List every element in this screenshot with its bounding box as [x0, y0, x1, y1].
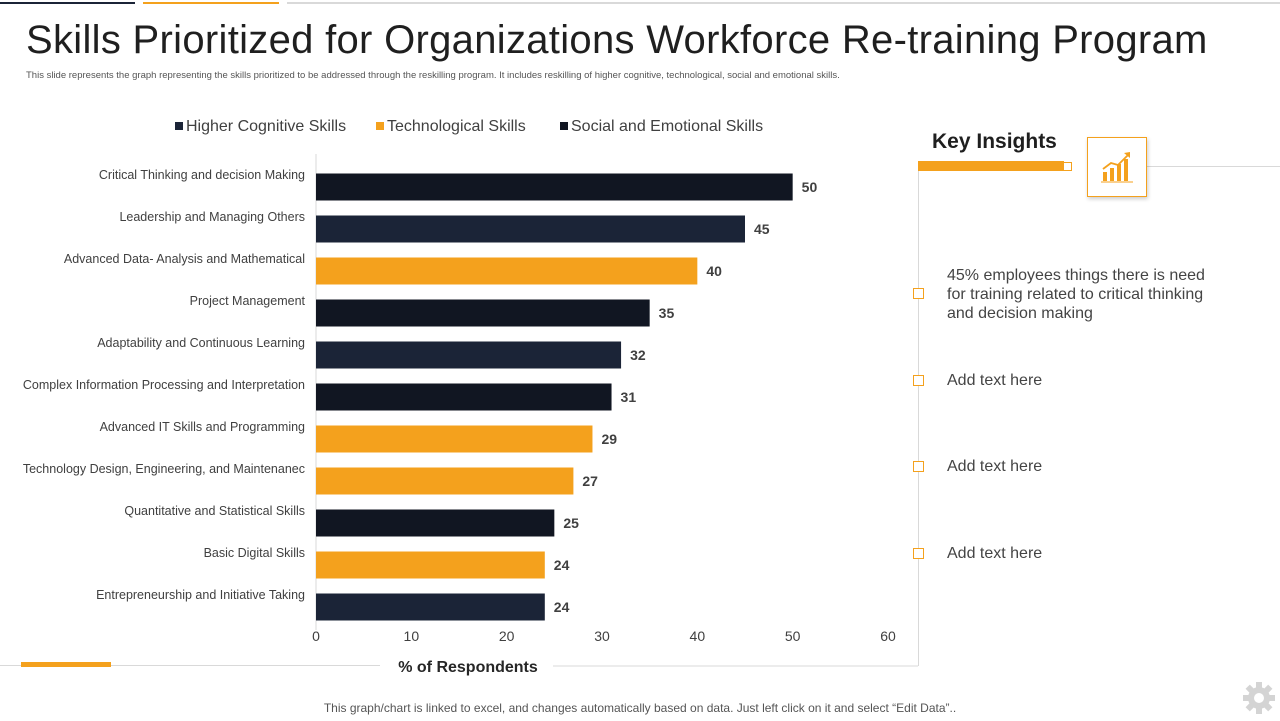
- insight-text-1: 45% employees things there is need for t…: [947, 267, 1205, 322]
- insight-marker-3: [913, 461, 924, 472]
- insight-text-2[interactable]: Add text here: [947, 372, 1043, 389]
- insight-marker-1: [913, 288, 924, 299]
- category-label: Technology Design, Engineering, and Main…: [23, 462, 305, 476]
- bar[interactable]: [316, 257, 698, 285]
- category-label: Project Management: [190, 294, 306, 308]
- bottom-divider-line: [0, 665, 380, 666]
- bar[interactable]: [316, 593, 545, 621]
- category-label: Critical Thinking and decision Making: [99, 168, 305, 182]
- insights-panel-divider: [918, 166, 919, 666]
- gear-icon[interactable]: [1241, 680, 1277, 721]
- data-label: 24: [554, 599, 570, 615]
- bar-chart[interactable]: Critical Thinking and decision Making 50 L…: [0, 100, 920, 680]
- category-label: Entrepreneurship and Initiative Taking: [96, 588, 305, 602]
- insight-text-3[interactable]: Add text here: [947, 458, 1043, 475]
- bar[interactable]: [316, 173, 793, 201]
- growth-chart-icon: [1087, 137, 1147, 197]
- data-label: 31: [621, 389, 637, 405]
- x-tick-label: 40: [690, 628, 706, 644]
- category-label: Leadership and Managing Others: [119, 210, 305, 224]
- bar[interactable]: [316, 467, 574, 495]
- key-insights-accent-bar: [918, 161, 1064, 171]
- category-label: Advanced IT Skills and Programming: [100, 420, 305, 434]
- insight-text-4[interactable]: Add text here: [947, 545, 1043, 562]
- bar[interactable]: [316, 215, 745, 243]
- x-tick-label: 50: [785, 628, 801, 644]
- data-label: 25: [563, 515, 579, 531]
- top-accent-line-orange: [143, 2, 279, 4]
- bar[interactable]: [316, 551, 545, 579]
- legend-swatch: [560, 122, 568, 130]
- top-accent-line-gray: [287, 2, 1280, 4]
- legend-label: Social and Emotional Skills: [571, 118, 763, 135]
- x-axis-title: % of Respondents: [398, 659, 538, 676]
- page-subtitle: This slide represents the graph represen…: [26, 70, 840, 81]
- data-label: 35: [659, 305, 675, 321]
- insight-marker-4: [913, 548, 924, 559]
- data-label: 24: [554, 557, 570, 573]
- page-title: Skills Prioritized for Organizations Wor…: [26, 18, 1208, 62]
- x-tick-label: 60: [880, 628, 896, 644]
- legend-swatch: [376, 122, 384, 130]
- category-label: Quantitative and Statistical Skills: [124, 504, 305, 518]
- data-label: 29: [601, 431, 617, 447]
- x-tick-label: 30: [594, 628, 610, 644]
- legend-label: Technological Skills: [387, 118, 526, 135]
- data-label: 50: [802, 179, 818, 195]
- data-label: 32: [630, 347, 646, 363]
- bar[interactable]: [316, 425, 593, 453]
- data-label: 45: [754, 221, 770, 237]
- bar[interactable]: [316, 341, 622, 369]
- top-accent-line-dark: [0, 2, 135, 4]
- x-tick-label: 20: [499, 628, 515, 644]
- legend-label: Higher Cognitive Skills: [186, 118, 346, 135]
- x-tick-label: 0: [312, 628, 320, 644]
- x-tick-label: 10: [404, 628, 420, 644]
- footer-note: This graph/chart is linked to excel, and…: [323, 701, 957, 715]
- bottom-left-accent: [21, 662, 111, 667]
- key-insights-title: Key Insights: [932, 130, 1057, 153]
- bar[interactable]: [316, 299, 650, 327]
- bar[interactable]: [316, 383, 612, 411]
- legend-swatch: [175, 122, 183, 130]
- data-label: 40: [706, 263, 722, 279]
- category-label: Basic Digital Skills: [204, 546, 305, 560]
- category-label: Adaptability and Continuous Learning: [97, 336, 305, 350]
- category-label: Complex Information Processing and Inter…: [23, 378, 305, 392]
- category-label: Advanced Data- Analysis and Mathematical: [64, 252, 305, 266]
- data-label: 27: [582, 473, 598, 489]
- bar[interactable]: [316, 509, 555, 537]
- key-insights-bar-knob: [1063, 162, 1072, 171]
- insight-marker-2: [913, 375, 924, 386]
- insights-panel-top-line: [1145, 166, 1280, 167]
